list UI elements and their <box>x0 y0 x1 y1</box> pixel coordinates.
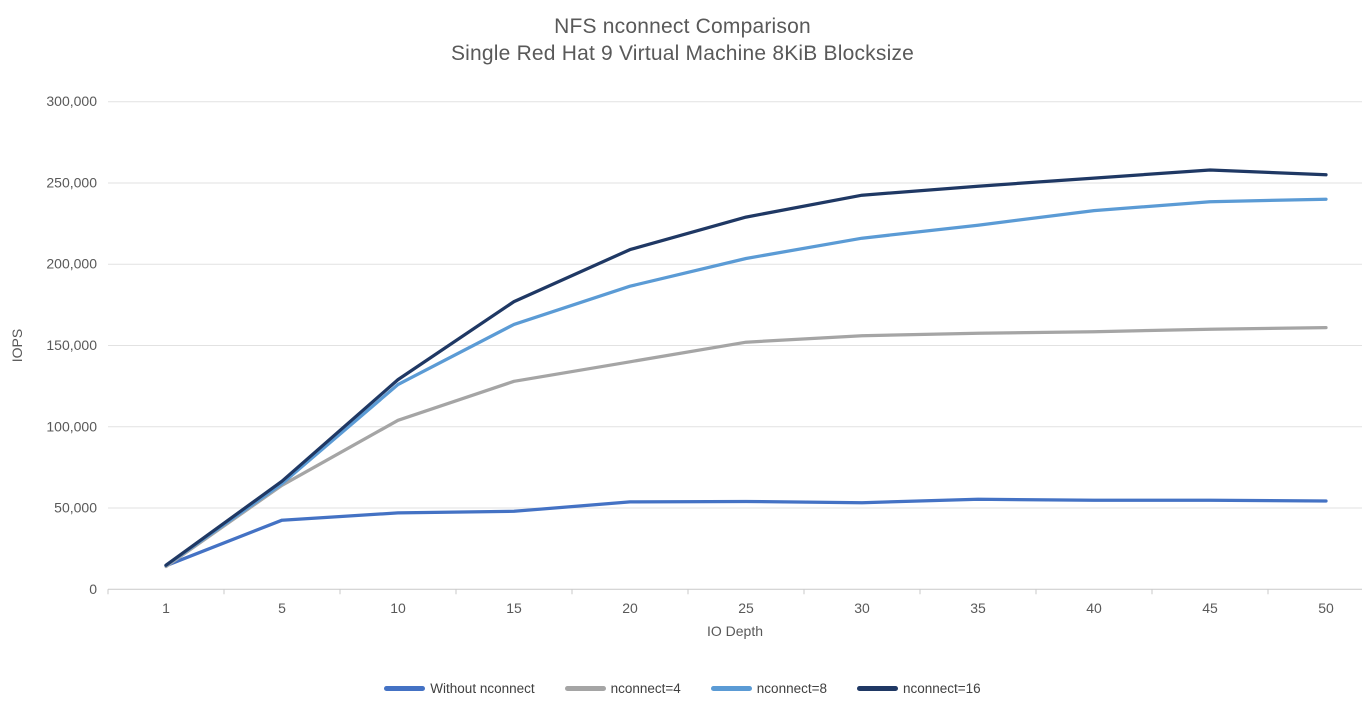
chart-title-block: NFS nconnect Comparison Single Red Hat 9… <box>0 13 1365 67</box>
x-axis-tick-label: 40 <box>1086 600 1102 616</box>
legend-label: nconnect=16 <box>902 681 981 696</box>
x-axis-tick-label: 10 <box>390 600 406 616</box>
series-line-nconnect-4 <box>164 325 1328 569</box>
y-axis-tick-label: 250,000 <box>46 174 97 190</box>
series-line-without-nconnect <box>164 497 1328 568</box>
legend-item-nconnect-8: nconnect=8 <box>710 681 827 696</box>
x-axis-tick-label: 1 <box>162 600 170 616</box>
x-axis-tick-label: 45 <box>1202 600 1218 616</box>
legend-line-swatch <box>710 686 752 691</box>
legend-line-swatch <box>384 686 426 691</box>
x-axis-tick-label: 15 <box>506 600 522 616</box>
legend-label: Without nconnect <box>430 681 535 696</box>
legend-item-nconnect-4: nconnect=4 <box>564 681 681 696</box>
x-axis-tick-label: 50 <box>1318 600 1334 616</box>
series-line-nconnect-8 <box>164 197 1328 568</box>
x-axis-tick-label: 5 <box>278 600 286 616</box>
y-axis-tick-label: 100,000 <box>46 418 97 434</box>
x-axis-title: IO Depth <box>707 623 763 639</box>
legend-label: nconnect=4 <box>610 681 681 696</box>
y-axis-tick-label: 0 <box>89 581 97 597</box>
y-axis-tick-label: 300,000 <box>46 93 97 109</box>
chart-subtitle: Single Red Hat 9 Virtual Machine 8KiB Bl… <box>450 42 915 65</box>
chart-title: NFS nconnect Comparison <box>554 15 811 38</box>
y-axis-tick-label: 200,000 <box>46 256 97 272</box>
x-axis-tick-label: 30 <box>854 600 870 616</box>
series-line-nconnect-16 <box>164 168 1328 567</box>
legend-label: nconnect=8 <box>756 681 827 696</box>
y-axis-tick-label: 50,000 <box>54 500 97 516</box>
legend-line-swatch <box>564 686 606 691</box>
x-axis-tick-label: 35 <box>970 600 986 616</box>
y-axis-title: IOPS <box>9 329 25 362</box>
x-axis-tick-label: 25 <box>738 600 754 616</box>
legend-item-without-nconnect: Without nconnect <box>384 681 535 696</box>
y-axis-tick-label: 150,000 <box>46 337 97 353</box>
x-axis-tick-label: 20 <box>622 600 638 616</box>
legend-item-nconnect-16: nconnect=16 <box>856 681 981 696</box>
chart-legend: Without nconnect nconnect=4 nconnect=8 ncon… <box>0 681 1365 696</box>
legend-line-swatch <box>856 686 898 691</box>
